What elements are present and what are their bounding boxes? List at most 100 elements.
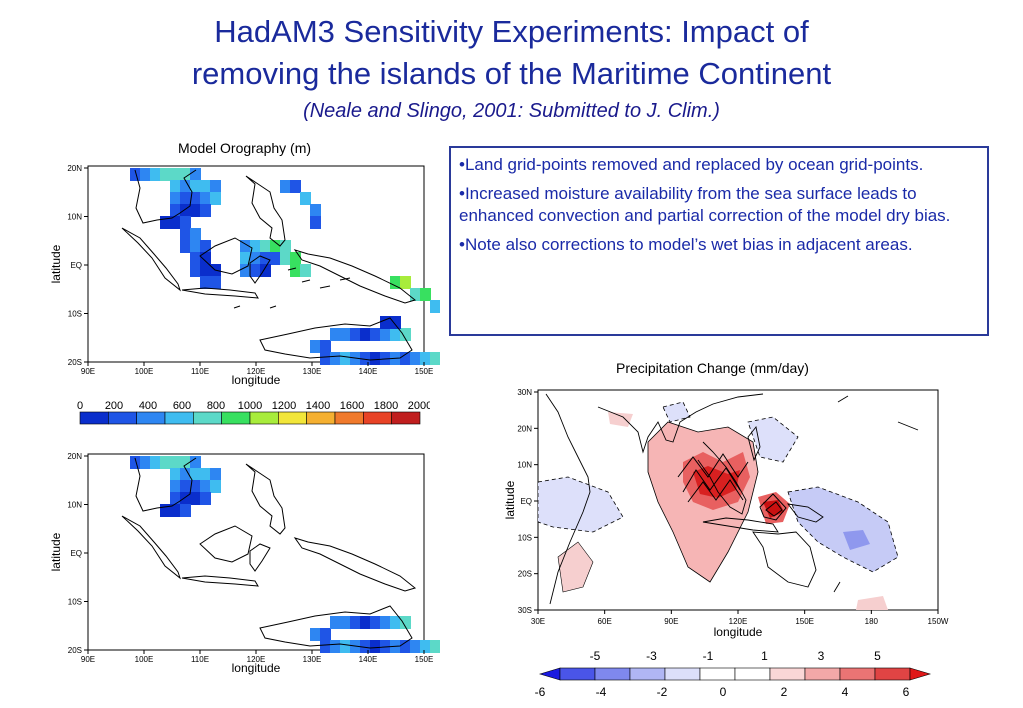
x-tick-label: 110E [191, 655, 209, 664]
orography-grid-cell [430, 640, 441, 653]
precip-colorbar-box [734, 667, 771, 681]
orography-grid-cell [180, 228, 191, 241]
x-tick-label: 120E [247, 655, 266, 664]
precip-colorbar-box [874, 667, 911, 681]
coastlines [121, 169, 417, 361]
precip-colorbar-label-top: 1 [761, 649, 768, 663]
precip-colorbar-box [559, 667, 596, 681]
orography-grid-cell [380, 328, 391, 341]
bullet-2: •Increased moisture availability from th… [459, 184, 951, 225]
orography-grid-cell [170, 492, 181, 505]
orography-grid-cell [170, 192, 181, 205]
precip-colorbar-label-top: -5 [590, 649, 601, 663]
orography-grid-cell [310, 340, 321, 353]
precip-contours [677, 453, 787, 521]
orography-colorbar-label: 200 [105, 400, 123, 412]
precip-colorbar-box [839, 667, 876, 681]
orography-grid-cell [260, 264, 271, 277]
y-tick-label: EQ [70, 549, 82, 558]
orography-grid-cell [190, 192, 201, 205]
y-tick-label: 10N [67, 501, 82, 510]
orography-grid-cell [250, 252, 261, 265]
orography-grid-cell [300, 192, 311, 205]
x-tick-label: 130E [303, 655, 322, 664]
orography-grid-cell [190, 456, 201, 469]
orography-colorbar-label: 1400 [306, 400, 330, 412]
orography-colorbar-box [193, 411, 222, 425]
orography-grid-cell [370, 640, 381, 653]
x-tick-label: 180 [865, 617, 879, 626]
precip-colorbar-label-bottom: 0 [720, 685, 727, 699]
orography-grid-cell [270, 240, 281, 253]
orography-grid-cell [260, 240, 271, 253]
x-tick-label: 150W [928, 617, 949, 626]
bullet-textbox: •Land grid-points removed and replaced b… [449, 146, 989, 336]
orography-grid-cell [130, 168, 141, 181]
precip-colorbar-box [594, 667, 631, 681]
y-tick-label: EQ [520, 497, 532, 506]
orography-grid-cell [340, 328, 351, 341]
orography-grid-cell [250, 264, 261, 277]
orography-grid-cell [190, 492, 201, 505]
orography-grid-cell [210, 276, 221, 289]
orography-colorbar-box [221, 411, 251, 425]
orography-colorbar-label: 600 [173, 400, 191, 412]
orography-xlabel: longitude [232, 373, 281, 387]
orography-removed-xlabel: longitude [232, 661, 281, 675]
orography-grid-cell [350, 328, 361, 341]
orography-grid-cell [200, 276, 211, 289]
orography-grid-cell [370, 616, 381, 629]
orography-colorbar-box [306, 411, 336, 425]
orography-grid-cell [320, 340, 331, 353]
orography-grid-cell [190, 264, 201, 277]
orography-grid-cell [170, 504, 181, 517]
orography-grid-cell [290, 180, 301, 193]
orography-grid-cell [180, 168, 191, 181]
orography-grid-cell [330, 640, 341, 653]
orography-grid-cell [360, 640, 371, 653]
orography-grid-cell [200, 468, 211, 481]
orography-colorbar-box [164, 411, 194, 425]
orography-grid-cell [360, 328, 371, 341]
orography-grid-cell [180, 216, 191, 229]
orography-grid-cell [420, 352, 431, 365]
precip-colorbar-box [629, 667, 666, 681]
orography-grid-cell [210, 480, 221, 493]
y-tick-label: 20N [67, 164, 82, 173]
orography-grid-cell [140, 456, 151, 469]
orography-colorbar-label: 1000 [238, 400, 262, 412]
precip-map: 30E 60E 90E 120E 150E 180 150W 30N 20N 10N EQ 10S 2… [498, 382, 958, 640]
x-tick-label: 110E [191, 367, 209, 376]
precip-colorbar: -5 -3 -1 1 3 5 -6 -4 -2 0 2 4 6 [530, 646, 940, 702]
precip-colorbar-label-top: -1 [703, 649, 714, 663]
orography-grid-cell [190, 252, 201, 265]
orography-map: 90E 100E 110E 120E 130E 140E 150E 20N 10N EQ 10S 2… [40, 158, 451, 388]
y-tick-label: 10N [67, 213, 82, 222]
orography-grid-cell [240, 240, 251, 253]
orography-grid-cell [200, 480, 211, 493]
orography-grid-cell [310, 204, 321, 217]
orography-colorbar-box [79, 411, 109, 425]
orography-grid-cell [190, 180, 201, 193]
precip-colorbar-label-bottom: 2 [781, 685, 788, 699]
orography-grid-cell [180, 192, 191, 205]
precip-colorbar-label-bottom: 6 [903, 685, 910, 699]
orography-grid-cell [160, 456, 171, 469]
orography-colorbar-box [391, 411, 421, 425]
orography-grid-cell [410, 640, 421, 653]
y-tick-label: EQ [70, 261, 82, 270]
x-tick-label: 150E [795, 617, 814, 626]
orography-grid-cell [400, 616, 411, 629]
precip-colorbar-arrow-left [538, 667, 561, 681]
orography-colorbar-box [108, 411, 137, 425]
x-tick-label: 140E [359, 367, 378, 376]
precip-map-svg: 30E 60E 90E 120E 150E 180 150W 30N 20N 10N EQ 10S 2… [503, 388, 949, 639]
orography-grid-cell [390, 316, 401, 329]
orography-grid-cell [200, 192, 211, 205]
precip-colorbar-label-bottom: 4 [842, 685, 849, 699]
orography-grid-cell [130, 456, 141, 469]
orography-grid-cell [410, 352, 421, 365]
orography-grid-cell [210, 192, 221, 205]
orography-colorbar-label: 800 [207, 400, 225, 412]
orography-title: Model Orography (m) [178, 140, 312, 156]
